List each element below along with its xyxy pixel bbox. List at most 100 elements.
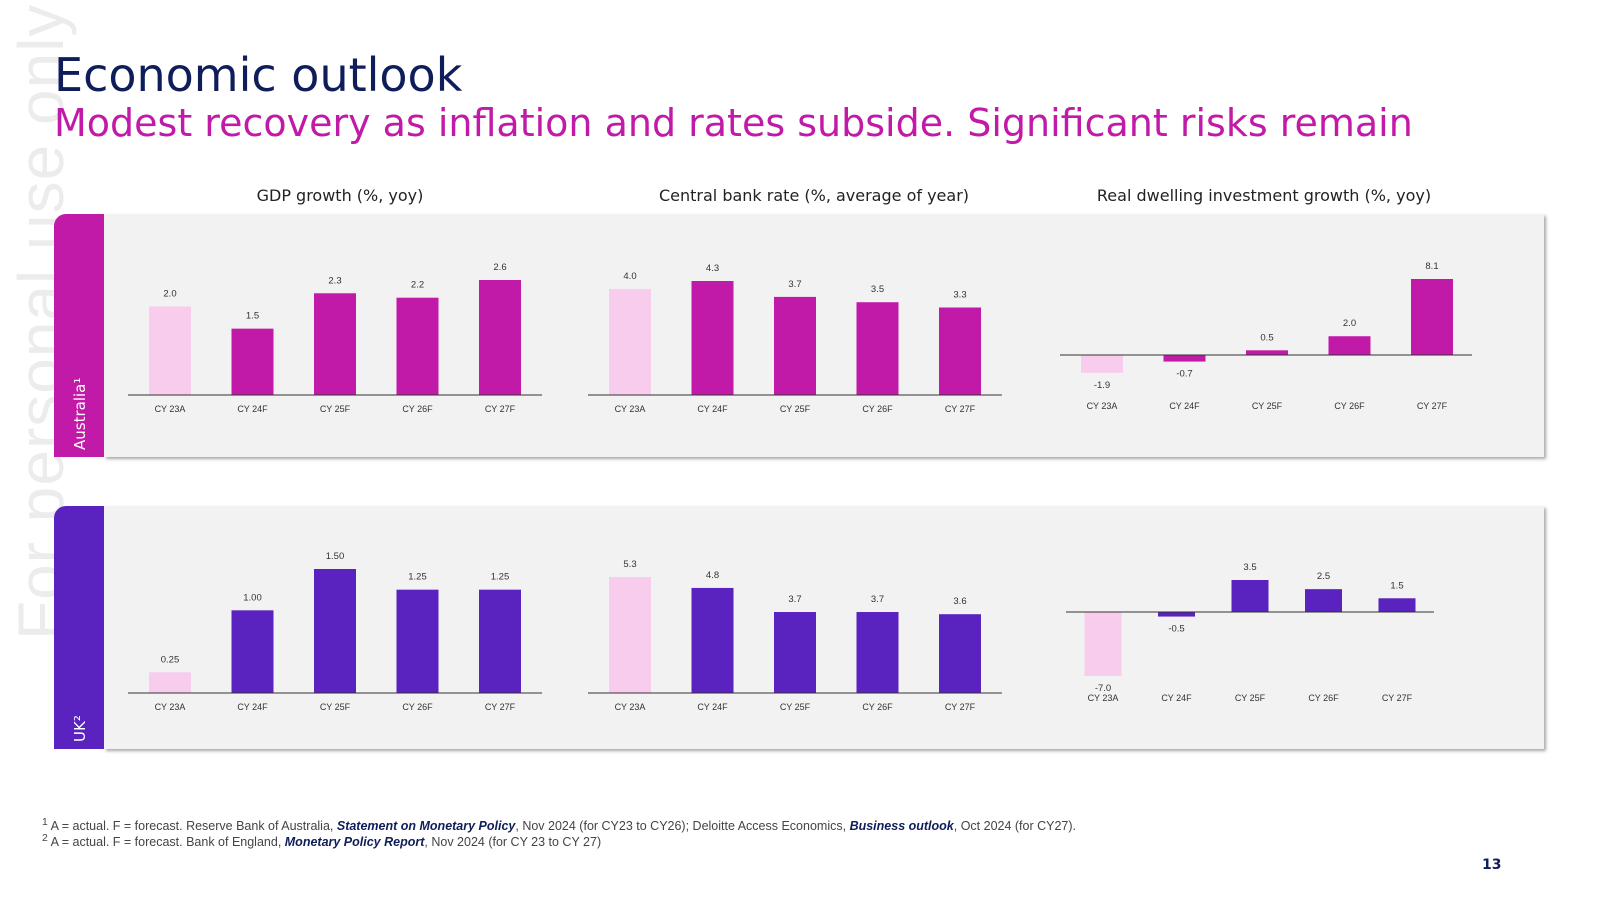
bar-uk-dwelling-1 — [1158, 612, 1195, 617]
uk-row-label: UK² — [71, 715, 89, 742]
data-label-uk-rate-3: 3.7 — [871, 594, 884, 605]
footnote-2-marker: 2 — [42, 833, 48, 844]
chart-uk-gdp: 0.25 CY 23A 1.00 CY 24F 1.50 CY 25F 1.25 CY 26F… — [128, 551, 542, 712]
footnote-1-text-c: , Oct 2024 (for CY27). — [953, 819, 1077, 834]
bar-uk-rate-3 — [856, 612, 899, 693]
category-label-uk-dwelling-1: CY 24F — [1161, 693, 1192, 703]
data-label-uk-dwelling-2: 3.5 — [1243, 562, 1256, 573]
bar-uk-gdp-1 — [231, 610, 274, 693]
bar-uk-dwelling-2 — [1231, 580, 1269, 612]
category-label-uk-dwelling-2: CY 25F — [1235, 693, 1266, 703]
bar-aus-gdp-1 — [231, 328, 274, 395]
footnote-2: 2 A = actual. F = forecast. Bank of Engl… — [42, 833, 601, 849]
chart-australia-gdp: 2.0 CY 23A 1.5 CY 24F 2.3 CY 25F 2.2 CY 26F 2.6 C… — [128, 262, 542, 414]
data-label-aus-gdp-2: 2.3 — [328, 275, 341, 286]
bar-aus-gdp-2 — [314, 293, 356, 395]
footnote-2-source-a: Monetary Policy Report — [284, 835, 425, 850]
category-label-uk-rate-4: CY 27F — [945, 702, 976, 712]
bar-uk-rate-4 — [939, 614, 981, 693]
category-label-aus-dwelling-3: CY 26F — [1334, 401, 1365, 411]
category-label-aus-gdp-3: CY 26F — [402, 404, 433, 414]
data-label-uk-gdp-1: 1.00 — [243, 592, 262, 603]
data-label-uk-gdp-4: 1.25 — [491, 572, 510, 583]
footnote-2-text-b: , Nov 2024 (for CY 23 to CY 27) — [424, 835, 602, 850]
category-label-uk-dwelling-0: CY 23A — [1088, 693, 1119, 703]
data-label-uk-gdp-2: 1.50 — [326, 551, 345, 562]
page-subtitle: Modest recovery as inflation and rates s… — [54, 101, 1413, 145]
footnote-2-text-a: A = actual. F = forecast. Bank of Englan… — [50, 835, 285, 850]
chart-australia-rate: 4.0 CY 23A 4.3 CY 24F 3.7 CY 25F 3.5 CY 26F 3.3 C… — [588, 263, 1002, 414]
bar-uk-rate-2 — [774, 612, 816, 693]
data-label-aus-gdp-1: 1.5 — [246, 311, 259, 322]
data-label-aus-dwelling-3: 2.0 — [1343, 318, 1356, 329]
data-label-aus-rate-3: 3.5 — [871, 284, 884, 295]
data-label-aus-dwelling-0: -1.9 — [1094, 380, 1110, 391]
data-label-uk-rate-1: 4.8 — [706, 570, 719, 581]
footnote-1-source-a: Statement on Monetary Policy — [336, 819, 516, 834]
bar-uk-gdp-0 — [149, 672, 191, 693]
column-title-rate: Central bank rate (%, average of year) — [658, 186, 970, 205]
bar-aus-rate-3 — [856, 302, 899, 395]
column-title-gdp: GDP growth (%, yoy) — [256, 186, 424, 205]
data-label-aus-rate-1: 4.3 — [706, 263, 719, 274]
bar-uk-gdp-4 — [479, 589, 521, 693]
category-label-aus-gdp-0: CY 23A — [155, 404, 186, 414]
data-label-aus-dwelling-2: 0.5 — [1260, 332, 1273, 343]
bar-uk-dwelling-3 — [1305, 589, 1342, 612]
category-label-aus-rate-1: CY 24F — [697, 404, 728, 414]
data-label-aus-rate-0: 4.0 — [623, 271, 636, 282]
category-label-uk-dwelling-3: CY 26F — [1308, 693, 1339, 703]
uk-row-tab: UK² — [54, 506, 104, 749]
bar-uk-rate-0 — [609, 577, 651, 693]
category-label-uk-rate-1: CY 24F — [697, 702, 728, 712]
bar-aus-rate-0 — [609, 288, 651, 395]
data-label-uk-dwelling-3: 2.5 — [1317, 571, 1330, 582]
data-label-uk-gdp-0: 0.25 — [161, 654, 180, 665]
page-number: 13 — [1482, 857, 1502, 873]
footnote-1: 1 A = actual. F = forecast. Reserve Bank… — [42, 817, 1076, 833]
chart-uk-rate: 5.3 CY 23A 4.8 CY 24F 3.7 CY 25F 3.7 CY 26F 3.6 C… — [588, 559, 1002, 712]
bar-uk-gdp-3 — [396, 589, 439, 693]
category-label-aus-dwelling-4: CY 27F — [1417, 401, 1448, 411]
bar-aus-dwelling-4 — [1411, 279, 1453, 355]
bar-aus-gdp-4 — [479, 280, 521, 395]
category-label-aus-rate-2: CY 25F — [780, 404, 811, 414]
australia-row-tab: Australia¹ — [54, 214, 104, 457]
data-label-uk-rate-0: 5.3 — [623, 559, 636, 570]
bar-aus-dwelling-2 — [1246, 350, 1288, 355]
bar-aus-rate-4 — [939, 307, 981, 395]
category-label-aus-gdp-1: CY 24F — [237, 404, 268, 414]
category-label-aus-dwelling-1: CY 24F — [1169, 401, 1200, 411]
data-label-aus-rate-2: 3.7 — [788, 279, 801, 290]
data-label-aus-dwelling-1: -0.7 — [1176, 369, 1192, 380]
bar-uk-dwelling-0 — [1084, 612, 1122, 676]
australia-row-label: Australia¹ — [71, 377, 89, 450]
data-label-uk-dwelling-4: 1.5 — [1390, 580, 1403, 591]
category-label-uk-gdp-3: CY 26F — [402, 702, 433, 712]
bar-aus-dwelling-3 — [1328, 336, 1371, 355]
footnote-1-text-b: , Nov 2024 (for CY23 to CY26); Deloitte … — [515, 819, 850, 834]
page-title: Economic outlook — [54, 48, 463, 102]
category-label-aus-rate-0: CY 23A — [615, 404, 646, 414]
footnote-1-marker: 1 — [42, 817, 48, 828]
data-label-uk-rate-4: 3.6 — [953, 596, 966, 607]
category-label-uk-gdp-1: CY 24F — [237, 702, 268, 712]
bar-aus-rate-1 — [691, 281, 734, 395]
category-label-aus-gdp-2: CY 25F — [320, 404, 351, 414]
data-label-uk-rate-2: 3.7 — [788, 594, 801, 605]
bar-aus-gdp-0 — [149, 306, 191, 395]
bar-aus-rate-2 — [774, 296, 816, 395]
footnote-1-source-b: Business outlook — [849, 819, 954, 834]
column-title-dwelling: Real dwelling investment growth (%, yoy) — [1096, 186, 1432, 205]
data-label-uk-dwelling-0: -7.0 — [1095, 683, 1111, 694]
data-label-uk-gdp-3: 1.25 — [408, 572, 427, 583]
category-label-aus-gdp-4: CY 27F — [485, 404, 516, 414]
chart-australia-dwelling: -1.9 CY 23A -0.7 CY 24F 0.5 CY 25F 2.0 CY 26F 8.… — [1060, 261, 1472, 411]
bar-aus-gdp-3 — [396, 297, 439, 395]
data-label-aus-gdp-3: 2.2 — [411, 280, 424, 291]
data-label-aus-dwelling-4: 8.1 — [1425, 261, 1438, 272]
data-label-aus-rate-4: 3.3 — [953, 290, 966, 301]
category-label-aus-dwelling-2: CY 25F — [1252, 401, 1283, 411]
bar-uk-gdp-2 — [314, 569, 356, 693]
data-label-aus-gdp-0: 2.0 — [163, 289, 176, 300]
